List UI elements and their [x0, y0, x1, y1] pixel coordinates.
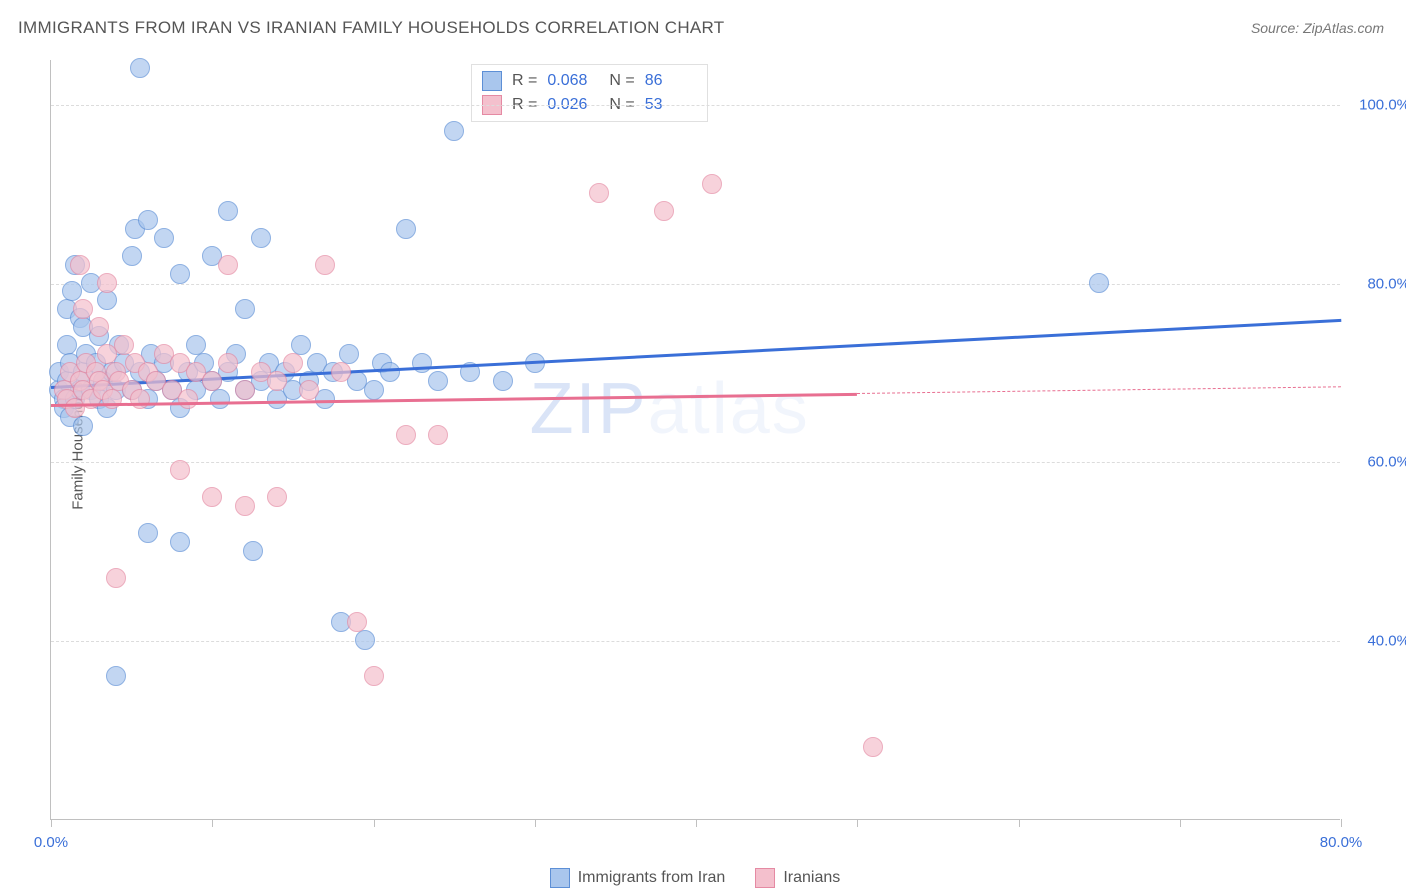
- legend-r-value: 0.068: [547, 72, 599, 90]
- scatter-point: [654, 201, 674, 221]
- scatter-point: [380, 362, 400, 382]
- plot-area: ZIPatlas R =0.068N =86R =0.026N =53 40.0…: [50, 60, 1340, 820]
- chart-title: IMMIGRANTS FROM IRAN VS IRANIAN FAMILY H…: [18, 18, 724, 38]
- scatter-point: [412, 353, 432, 373]
- scatter-point: [106, 666, 126, 686]
- ytick-label: 40.0%: [1350, 633, 1406, 650]
- source-label: Source: ZipAtlas.com: [1251, 20, 1384, 36]
- gridline-h: [51, 105, 1340, 106]
- scatter-point: [114, 335, 134, 355]
- scatter-point: [364, 666, 384, 686]
- scatter-point: [235, 299, 255, 319]
- xtick: [374, 819, 375, 827]
- gridline-h: [51, 284, 1340, 285]
- xtick: [1341, 819, 1342, 827]
- scatter-point: [73, 299, 93, 319]
- scatter-point: [170, 264, 190, 284]
- scatter-point: [106, 568, 126, 588]
- legend-n-label: N =: [609, 72, 634, 90]
- scatter-point: [589, 183, 609, 203]
- legend-row: R = 0.068 N = 86: [482, 69, 697, 93]
- scatter-point: [218, 255, 238, 275]
- series-legend-item: Iranians: [755, 868, 840, 888]
- gridline-h: [51, 462, 1340, 463]
- scatter-point: [235, 380, 255, 400]
- ytick-label: 80.0%: [1350, 275, 1406, 292]
- xtick: [1180, 819, 1181, 827]
- regression-line: [857, 386, 1341, 394]
- scatter-point: [364, 380, 384, 400]
- series-legend-label: Immigrants from Iran: [578, 869, 726, 887]
- scatter-point: [170, 460, 190, 480]
- scatter-point: [1089, 273, 1109, 293]
- ytick-label: 60.0%: [1350, 454, 1406, 471]
- scatter-point: [70, 255, 90, 275]
- scatter-point: [202, 371, 222, 391]
- scatter-point: [283, 353, 303, 373]
- scatter-point: [428, 425, 448, 445]
- chart-container: IMMIGRANTS FROM IRAN VS IRANIAN FAMILY H…: [0, 0, 1406, 892]
- scatter-point: [97, 290, 117, 310]
- scatter-point: [130, 58, 150, 78]
- scatter-point: [355, 630, 375, 650]
- scatter-point: [863, 737, 883, 757]
- scatter-point: [89, 317, 109, 337]
- xtick: [1019, 819, 1020, 827]
- scatter-point: [428, 371, 448, 391]
- scatter-point: [267, 487, 287, 507]
- correlation-legend: R =0.068N =86R =0.026N =53: [471, 64, 708, 122]
- scatter-point: [702, 174, 722, 194]
- scatter-point: [493, 371, 513, 391]
- series-legend: Immigrants from Iran Iranians: [50, 868, 1340, 888]
- series-legend-label: Iranians: [783, 869, 840, 887]
- series-legend-item: Immigrants from Iran: [550, 868, 726, 888]
- scatter-point: [251, 228, 271, 248]
- xtick-label: 0.0%: [34, 834, 68, 851]
- scatter-point: [396, 425, 416, 445]
- legend-r-label: R =: [512, 72, 537, 90]
- scatter-point: [299, 380, 319, 400]
- scatter-point: [102, 389, 122, 409]
- scatter-point: [347, 612, 367, 632]
- scatter-point: [235, 496, 255, 516]
- scatter-point: [315, 255, 335, 275]
- scatter-point: [210, 389, 230, 409]
- scatter-point: [243, 541, 263, 561]
- watermark-atlas: atlas: [648, 369, 810, 449]
- scatter-point: [57, 335, 77, 355]
- scatter-point: [178, 389, 198, 409]
- scatter-point: [331, 362, 351, 382]
- gridline-h: [51, 641, 1340, 642]
- scatter-point: [444, 121, 464, 141]
- scatter-point: [396, 219, 416, 239]
- xtick: [696, 819, 697, 827]
- scatter-point: [202, 487, 222, 507]
- scatter-point: [62, 281, 82, 301]
- xtick: [857, 819, 858, 827]
- ytick-label: 100.0%: [1350, 96, 1406, 113]
- xtick: [51, 819, 52, 827]
- legend-swatch: [482, 71, 502, 91]
- legend-swatch: [550, 868, 570, 888]
- xtick-label: 80.0%: [1320, 834, 1363, 851]
- scatter-point: [267, 371, 287, 391]
- watermark-zip: ZIP: [530, 369, 648, 449]
- scatter-point: [218, 201, 238, 221]
- scatter-point: [154, 228, 174, 248]
- legend-swatch: [755, 868, 775, 888]
- scatter-point: [170, 532, 190, 552]
- legend-n-value: 86: [645, 72, 697, 90]
- scatter-point: [73, 416, 93, 436]
- scatter-point: [138, 210, 158, 230]
- scatter-point: [97, 273, 117, 293]
- scatter-point: [138, 523, 158, 543]
- xtick: [535, 819, 536, 827]
- scatter-point: [122, 246, 142, 266]
- xtick: [212, 819, 213, 827]
- watermark: ZIPatlas: [530, 368, 810, 450]
- scatter-point: [130, 389, 150, 409]
- scatter-point: [218, 353, 238, 373]
